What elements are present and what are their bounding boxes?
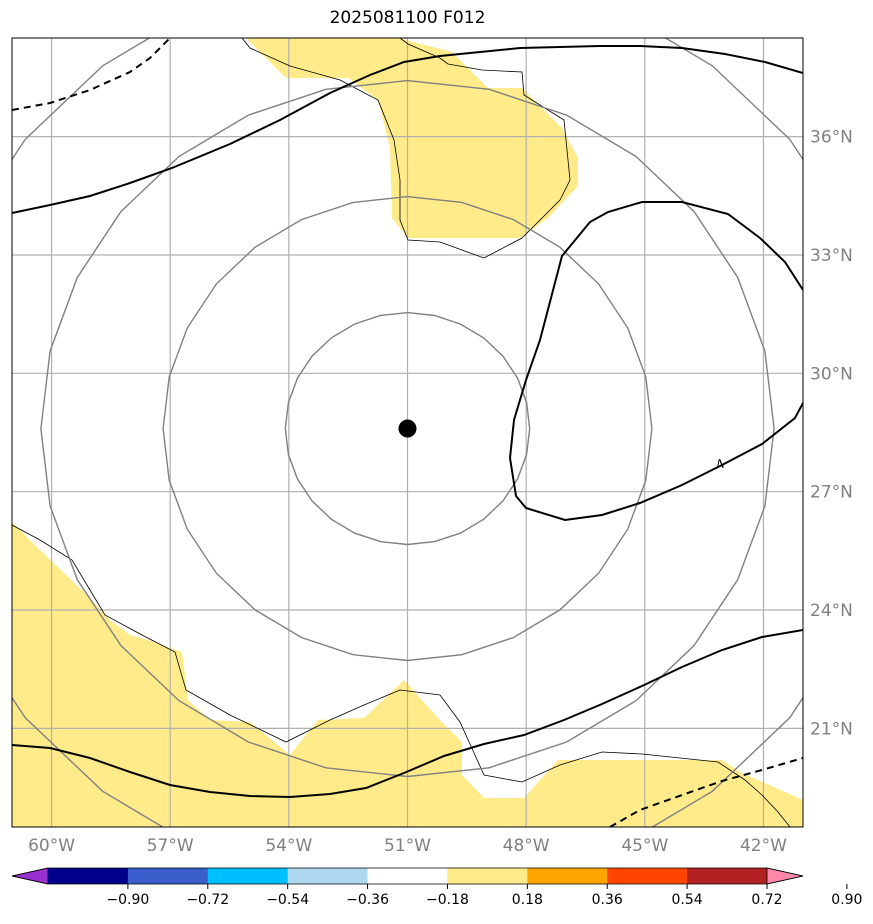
contour-lines [12,38,803,827]
map-title: 2025081100 F012 [329,8,486,28]
longitude-label: 57°W [147,836,194,856]
range-ring [40,79,775,778]
contour-southeast-dashed [609,757,803,827]
colorbar-tick-label: 0.72 [751,892,782,908]
latitude-label: 21°N [810,719,853,739]
gridlines [12,38,803,827]
colorbar-tick-label: 0.90 [831,892,862,908]
coastline-north [241,38,571,259]
latitude-label: 30°N [810,364,853,384]
colorbar-segment [687,868,768,884]
coastlines [12,38,791,827]
shaded-area-southwest [12,522,803,827]
latitude-labels: 21°N 24°N 27°N 30°N 33°N 36°N [810,128,853,740]
colorbar-segment [127,868,209,884]
longitude-label: 60°W [28,836,75,856]
colorbar: −0.90 −0.72 −0.54 −0.36 −0.18 0.18 0.36 0.54 0.7… [11,867,862,908]
longitude-label: 42°W [740,836,787,856]
latitude-label: 36°N [810,128,853,148]
coastline-southwest [12,524,791,827]
longitude-label: 45°W [621,836,668,856]
colorbar-extend-low [11,867,49,885]
shaded-area-north [246,38,578,238]
colorbar-tick-label: 0.18 [512,892,543,908]
colorbar-segment [607,868,688,884]
colorbar-segment [367,868,448,884]
contour-south-solid [12,629,803,799]
longitude-label: 48°W [503,836,550,856]
colorbar-tick-label: −0.36 [346,892,389,908]
colorbar-segment [527,868,608,884]
colorbar-segment [447,868,528,884]
colorbar-tick-label: −0.90 [106,892,149,908]
contour-closed-east [508,201,803,522]
map-frame [11,37,804,828]
contour-north-solid [12,45,803,214]
colorbar-extend-high [766,867,804,885]
colorbar-segment [287,868,369,884]
colorbar-outline [11,867,804,885]
range-ring [162,195,653,662]
longitude-label: 54°W [265,836,312,856]
storm-center-marker [398,419,417,438]
latitude-label: 27°N [810,483,853,503]
colorbar-segment [48,868,129,884]
range-ring [284,311,531,546]
colorbar-tick-label: −0.54 [266,892,309,908]
colorbar-tick-label: 0.36 [592,892,623,908]
longitude-label: 51°W [384,836,431,856]
shaded-anomaly-areas [12,38,803,827]
colorbar-tick-label: −0.18 [426,892,469,908]
colorbar-tick-label: 0.54 [672,892,703,908]
longitude-labels: 60°W 57°W 54°W 51°W 48°W 45°W 42°W [28,836,787,856]
latitude-label: 24°N [810,601,853,621]
contour-northwest-dashed [12,38,171,111]
colorbar-segment [207,868,289,884]
colorbar-tick-label: −0.72 [186,892,229,908]
latitude-label: 33°N [810,246,853,266]
range-rings [12,38,803,827]
